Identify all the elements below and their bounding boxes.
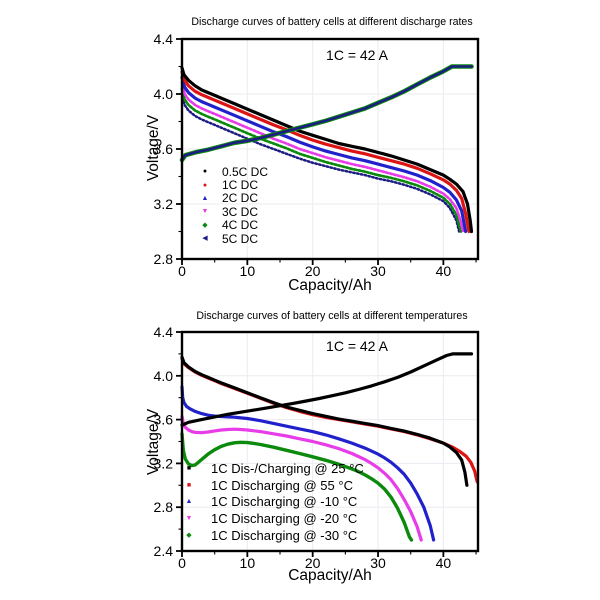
x-tick-label: 40: [436, 555, 452, 571]
legend-label: 4C DC: [222, 218, 259, 233]
legend-label: 1C Discharging @ -10 °C: [211, 494, 358, 510]
y-tick-label: 4.0: [154, 86, 174, 102]
y-tick-label: 3.6: [154, 412, 174, 428]
legend-temperatures: ■ 1C Dis-/Charging @ 25 °C ■ 1C Discharging…: [181, 460, 364, 544]
x-tick-label: 0: [178, 263, 186, 279]
axis-ticks: [176, 331, 477, 557]
legend-item: ■ 1C Dis-/Charging @ 25 °C: [181, 460, 364, 477]
curve-discharge-5c: [180, 92, 461, 233]
legend-label: 1C Discharging @ 55 °C: [211, 477, 353, 493]
y-tick-label: 2.4: [154, 543, 174, 559]
legend-label: 1C Discharging @ -30 °C: [211, 528, 358, 544]
x-axis-label: Capacity/Ah: [288, 567, 372, 584]
annotation-1c-rating: 1C = 42 A: [326, 47, 388, 63]
tick-labels: 0 10 20 30 40 2.4 2.8 3.2 3.6 4.0 4.4: [154, 324, 452, 571]
legend-item: ● 0.5C DC: [197, 164, 269, 179]
y-tick-label: 4.4: [154, 31, 174, 47]
gridlines: [182, 39, 478, 259]
legend-label: 1C Dis-/Charging @ 25 °C: [211, 460, 364, 476]
x-tick-label: 30: [370, 263, 386, 279]
series-curves: [180, 352, 479, 542]
legend-marker-diamond-icon: ◆: [202, 221, 208, 229]
y-tick-label: 4.0: [154, 368, 174, 384]
curve-discharge-0p5c: [180, 66, 474, 234]
curve-discharge-1c: [180, 70, 471, 234]
annotation-1c-rating: 1C = 42 A: [326, 338, 388, 354]
legend-marker-diamond-icon: ◆: [186, 532, 192, 540]
legend-item: ● 1C DC: [197, 178, 268, 193]
legend-marker-triangle-left-icon: ◀: [202, 235, 208, 243]
curve-charge-25: [180, 352, 474, 427]
series-curves: [179, 64, 474, 234]
curve-discharge-4c: [180, 87, 463, 233]
legend-marker-square-icon: ■: [186, 464, 192, 472]
legend-item: ◆ 4C DC: [197, 218, 268, 233]
legend-marker-triangle-up-icon: ▲: [185, 498, 193, 506]
legend-marker-circle-icon: ●: [202, 181, 208, 189]
x-tick-label: 40: [436, 263, 452, 279]
legend-item: ▼ 1C Discharging @ -20 °C: [181, 510, 364, 527]
y-tick-label: 3.2: [154, 455, 174, 471]
x-tick-label: 20: [305, 555, 321, 571]
y-tick-label: 2.8: [154, 251, 174, 267]
legend-label: 1C Discharging @ -20 °C: [211, 511, 358, 527]
x-tick-label: 0: [178, 555, 186, 571]
x-tick-label: 10: [240, 555, 256, 571]
x-tick-label: 20: [305, 263, 321, 279]
legend-label: 0.5C DC: [222, 164, 269, 179]
legend-label: 2C DC: [222, 191, 259, 206]
legend-item: ◀ 5C DC: [197, 231, 268, 246]
curve-charge-curve: [180, 65, 473, 162]
legend-item: ▼ 3C DC: [197, 204, 268, 219]
curve-discharge-3c: [180, 81, 465, 233]
legend-marker-circle-icon: ●: [202, 168, 208, 176]
legend-item: ▲ 1C Discharging @ -10 °C: [181, 494, 364, 511]
legend-label: 1C DC: [222, 178, 259, 193]
curve-discharge-2c: [180, 75, 468, 234]
curve-discharge-25: [180, 355, 469, 487]
x-tick-label: 10: [240, 263, 256, 279]
axis-ticks: [176, 38, 477, 265]
tick-labels: 0 10 20 30 40 2.8 3.2 3.6 4.0 4.4: [154, 31, 452, 279]
x-axis-label: Capacity/Ah: [288, 277, 372, 294]
chart-title: Discharge curves of battery cells at dif…: [196, 310, 468, 322]
legend-marker-triangle-up-icon: ▲: [201, 194, 209, 202]
legend-marker-triangle-down-icon: ▼: [185, 515, 193, 523]
chart-title: Discharge curves of battery cells at dif…: [191, 16, 473, 28]
discharge-rate-plot-area: 0 10 20 30 40 2.8 3.2 3.6 4.0 4.4: [154, 31, 480, 279]
x-tick-label: 30: [370, 555, 386, 571]
y-tick-label: 3.2: [154, 196, 174, 212]
curve-discharge-minus30: [180, 432, 414, 542]
y-tick-label: 4.4: [154, 324, 174, 340]
y-tick-label: 2.8: [154, 499, 174, 515]
legend-item: ■ 1C Discharging @ 55 °C: [181, 477, 364, 494]
legend-marker-triangle-down-icon: ▼: [201, 208, 209, 216]
legend-label: 3C DC: [222, 204, 259, 219]
y-tick-label: 3.6: [154, 141, 174, 157]
legend-discharge-rates: ● 0.5C DC ● 1C DC ▲ 2C DC ▼ 3C DC ◆ 4C DC ◀ 5C DC: [197, 164, 269, 246]
legend-item: ▲ 2C DC: [197, 191, 268, 206]
legend-item: ◆ 1C Discharging @ -30 °C: [181, 527, 364, 544]
legend-marker-square-icon: ■: [186, 481, 192, 489]
curve-discharge-minus20: [180, 414, 423, 542]
curve-discharge-minus10: [180, 385, 436, 542]
temperature-plot-area: 0 10 20 30 40 2.4 2.8 3.2 3.6 4.0 4.4: [154, 324, 480, 571]
legend-label: 5C DC: [222, 231, 259, 246]
